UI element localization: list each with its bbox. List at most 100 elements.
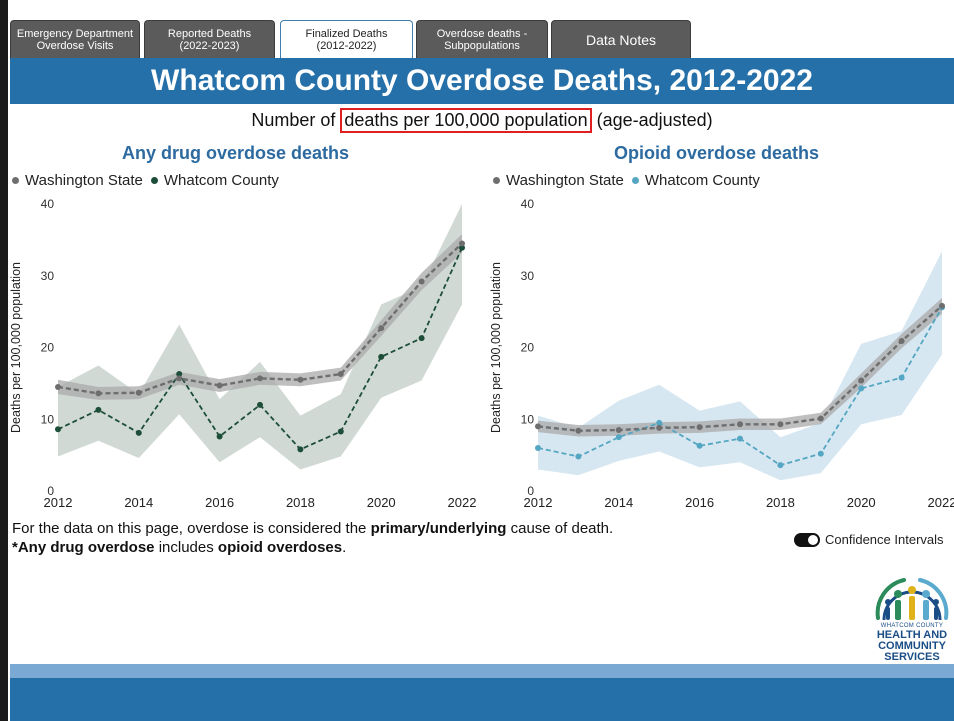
state-confidence-band bbox=[538, 297, 942, 437]
x-tick-label: 2012 bbox=[44, 495, 73, 510]
state-data-point bbox=[737, 421, 743, 428]
county-data-point bbox=[135, 429, 142, 436]
state-data-point bbox=[418, 278, 425, 285]
tab-label: Subpopulations bbox=[444, 39, 520, 52]
chart-title-any-drug: Any drug overdose deaths bbox=[122, 143, 350, 163]
state-data-point bbox=[176, 375, 183, 382]
footnote: For the data on this page, overdose is c… bbox=[12, 519, 613, 557]
toggle-knob bbox=[808, 534, 818, 545]
state-data-point bbox=[378, 325, 385, 332]
x-tick-label: 2022 bbox=[448, 495, 477, 510]
tab-label: Data Notes bbox=[585, 31, 657, 48]
county-data-point bbox=[418, 335, 425, 342]
state-data-point bbox=[297, 376, 304, 383]
county-data-point bbox=[297, 446, 304, 453]
state-data-point bbox=[55, 383, 61, 390]
y-tick-label: 30 bbox=[41, 269, 55, 283]
footnote-line-1: For the data on this page, overdose is c… bbox=[12, 519, 613, 538]
subtitle-text: Number of bbox=[251, 109, 341, 130]
county-data-point bbox=[898, 374, 905, 381]
county-data-point bbox=[459, 244, 465, 251]
state-data-point bbox=[257, 375, 263, 382]
footnote-text: For the data on this page, overdose is c… bbox=[12, 520, 371, 537]
tab-data-notes[interactable]: Data Notes bbox=[551, 20, 691, 58]
county-data-point bbox=[535, 444, 541, 451]
page-subtitle: Number of deaths per 100,000 population … bbox=[10, 107, 954, 133]
state-legend-dot-icon bbox=[12, 177, 19, 184]
logo-line: HEALTH AND bbox=[876, 629, 948, 641]
county-data-point bbox=[817, 450, 824, 457]
county-data-point bbox=[615, 434, 622, 441]
state-data-point bbox=[898, 338, 905, 345]
state-data-point bbox=[656, 424, 663, 431]
legend-any-drug: Washington State Whatcom County bbox=[12, 172, 279, 189]
county-data-point bbox=[777, 462, 784, 469]
state-data-point bbox=[777, 421, 784, 428]
county-data-point bbox=[95, 406, 102, 413]
x-tick-label: 2012 bbox=[524, 495, 553, 510]
footer-stripe-dark bbox=[10, 678, 954, 721]
county-data-point bbox=[216, 433, 223, 440]
page-title: Whatcom County Overdose Deaths, 2012-202… bbox=[10, 58, 954, 104]
legend-label-state: Washington State bbox=[25, 172, 143, 189]
county-data-point bbox=[696, 442, 703, 449]
county-data-point bbox=[656, 419, 663, 426]
health-community-services-logo-icon bbox=[875, 578, 949, 621]
footnote-bold: opioid overdoses bbox=[217, 539, 343, 556]
county-data-point bbox=[575, 453, 582, 460]
logo-line: SERVICES bbox=[884, 651, 940, 663]
x-tick-label: 2016 bbox=[205, 495, 234, 510]
x-tick-label: 2014 bbox=[124, 495, 153, 510]
window-left-border bbox=[0, 0, 8, 721]
county-legend-dot-icon bbox=[631, 177, 639, 184]
x-tick-label: 2020 bbox=[367, 495, 396, 510]
county-confidence-band bbox=[538, 251, 942, 481]
y-tick-label: 20 bbox=[521, 341, 535, 355]
state-data-point bbox=[459, 240, 465, 247]
state-data-point bbox=[337, 371, 344, 378]
tab-reported-deaths[interactable]: Reported Deaths (2022-2023) bbox=[144, 20, 275, 58]
y-tick-label: 0 bbox=[527, 484, 534, 498]
tab-bar: Emergency Department Overdose Visits Rep… bbox=[10, 20, 954, 58]
footnote-text: cause of death. bbox=[506, 520, 614, 537]
state-data-point bbox=[135, 389, 142, 396]
x-tick-label: 2014 bbox=[604, 495, 633, 510]
state-data-point bbox=[696, 424, 703, 431]
tab-label: (2012-2022) bbox=[316, 39, 377, 52]
logo-line: COMMUNITY bbox=[878, 640, 946, 652]
legend-label-county: Whatcom County bbox=[163, 172, 279, 189]
tab-label: Emergency Department bbox=[16, 27, 134, 40]
y-tick-label: 40 bbox=[521, 197, 535, 211]
county-data-point bbox=[55, 426, 61, 433]
y-tick-label: 10 bbox=[41, 412, 55, 426]
any-drug-overdose-chart: Deaths per 100,000 population 0 10 20 30 40 20… bbox=[10, 197, 477, 510]
state-data-point bbox=[535, 423, 541, 430]
y-axis-label: Deaths per 100,000 population bbox=[10, 262, 23, 433]
tab-label: (2022-2023) bbox=[179, 39, 240, 52]
x-tick-label: 2020 bbox=[847, 495, 876, 510]
county-data-point bbox=[378, 353, 385, 360]
y-tick-label: 10 bbox=[521, 412, 535, 426]
y-tick-label: 20 bbox=[41, 341, 55, 355]
tab-overdose-subpopulations[interactable]: Overdose deaths - Subpopulations bbox=[416, 20, 548, 58]
y-axis-label: Deaths per 100,000 population bbox=[490, 262, 503, 433]
legend-opioid: Washington State Whatcom County bbox=[493, 172, 760, 189]
state-data-point bbox=[615, 427, 622, 434]
tab-emergency-department[interactable]: Emergency Department Overdose Visits bbox=[10, 20, 140, 58]
toggle-label: Confidence Intervals bbox=[825, 532, 944, 547]
logo-county: WHATCOM COUNTY bbox=[880, 623, 944, 629]
footer-stripe-light bbox=[10, 664, 954, 678]
footnote-bold: *Any drug overdose bbox=[12, 539, 155, 556]
state-data-point bbox=[939, 302, 945, 309]
y-tick-label: 40 bbox=[41, 197, 55, 211]
county-data-point bbox=[257, 401, 263, 408]
tab-finalized-deaths[interactable]: Finalized Deaths (2012-2022) bbox=[280, 20, 413, 58]
county-data-point bbox=[737, 435, 743, 442]
confidence-intervals-toggle[interactable]: Confidence Intervals bbox=[794, 532, 944, 547]
county-data-point bbox=[176, 371, 183, 378]
state-data-point bbox=[575, 427, 582, 434]
subtitle-highlight: deaths per 100,000 population bbox=[340, 107, 592, 133]
county-legend-dot-icon bbox=[150, 177, 158, 184]
toggle-switch-icon[interactable] bbox=[794, 532, 820, 547]
footnote-line-2: *Any drug overdose includes opioid overd… bbox=[12, 538, 613, 557]
